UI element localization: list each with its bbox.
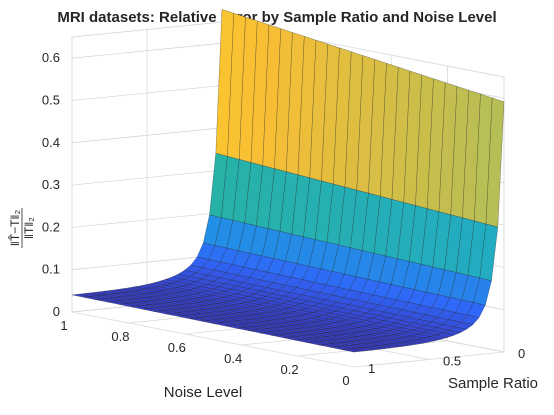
z-tick-label: 0 [53, 304, 60, 319]
y-gridline [71, 311, 355, 368]
x-tick-label: 0.4 [224, 351, 242, 366]
z-tick-label: 0.4 [42, 135, 60, 150]
y-axis-label: Sample Ratio [448, 375, 538, 392]
z-tick-label: 0.3 [42, 177, 60, 192]
x-tick-label: 0 [342, 373, 349, 388]
y-tick-label: 1 [368, 361, 375, 376]
surface-patch [342, 348, 361, 353]
z-tick-label: 0.2 [42, 219, 60, 234]
z-axis-label-numerator: ‖T̂−T‖₂ [7, 210, 22, 247]
x-tick-label: 0.6 [168, 340, 186, 355]
chart-title: MRI datasets: Relative Error by Sample R… [57, 9, 496, 26]
y-tick-label: 0 [518, 346, 525, 361]
z-tick-label: 0.5 [42, 93, 60, 108]
y-tick-label: 0.5 [443, 354, 461, 369]
z-axis-label: ‖T̂−T‖₂ ‖T‖₂ [7, 208, 36, 248]
x-tick-label: 0.8 [111, 329, 129, 344]
x-axis-label: Noise Level [164, 384, 242, 401]
z-axis-label-denominator: ‖T‖₂ [22, 217, 36, 239]
z-tick-label: 0.6 [42, 50, 60, 65]
x-tick-label: 1 [60, 318, 67, 333]
z-tick-label: 0.1 [42, 262, 60, 277]
surface-mesh [71, 9, 505, 353]
x-tick-label: 0.2 [281, 362, 299, 377]
